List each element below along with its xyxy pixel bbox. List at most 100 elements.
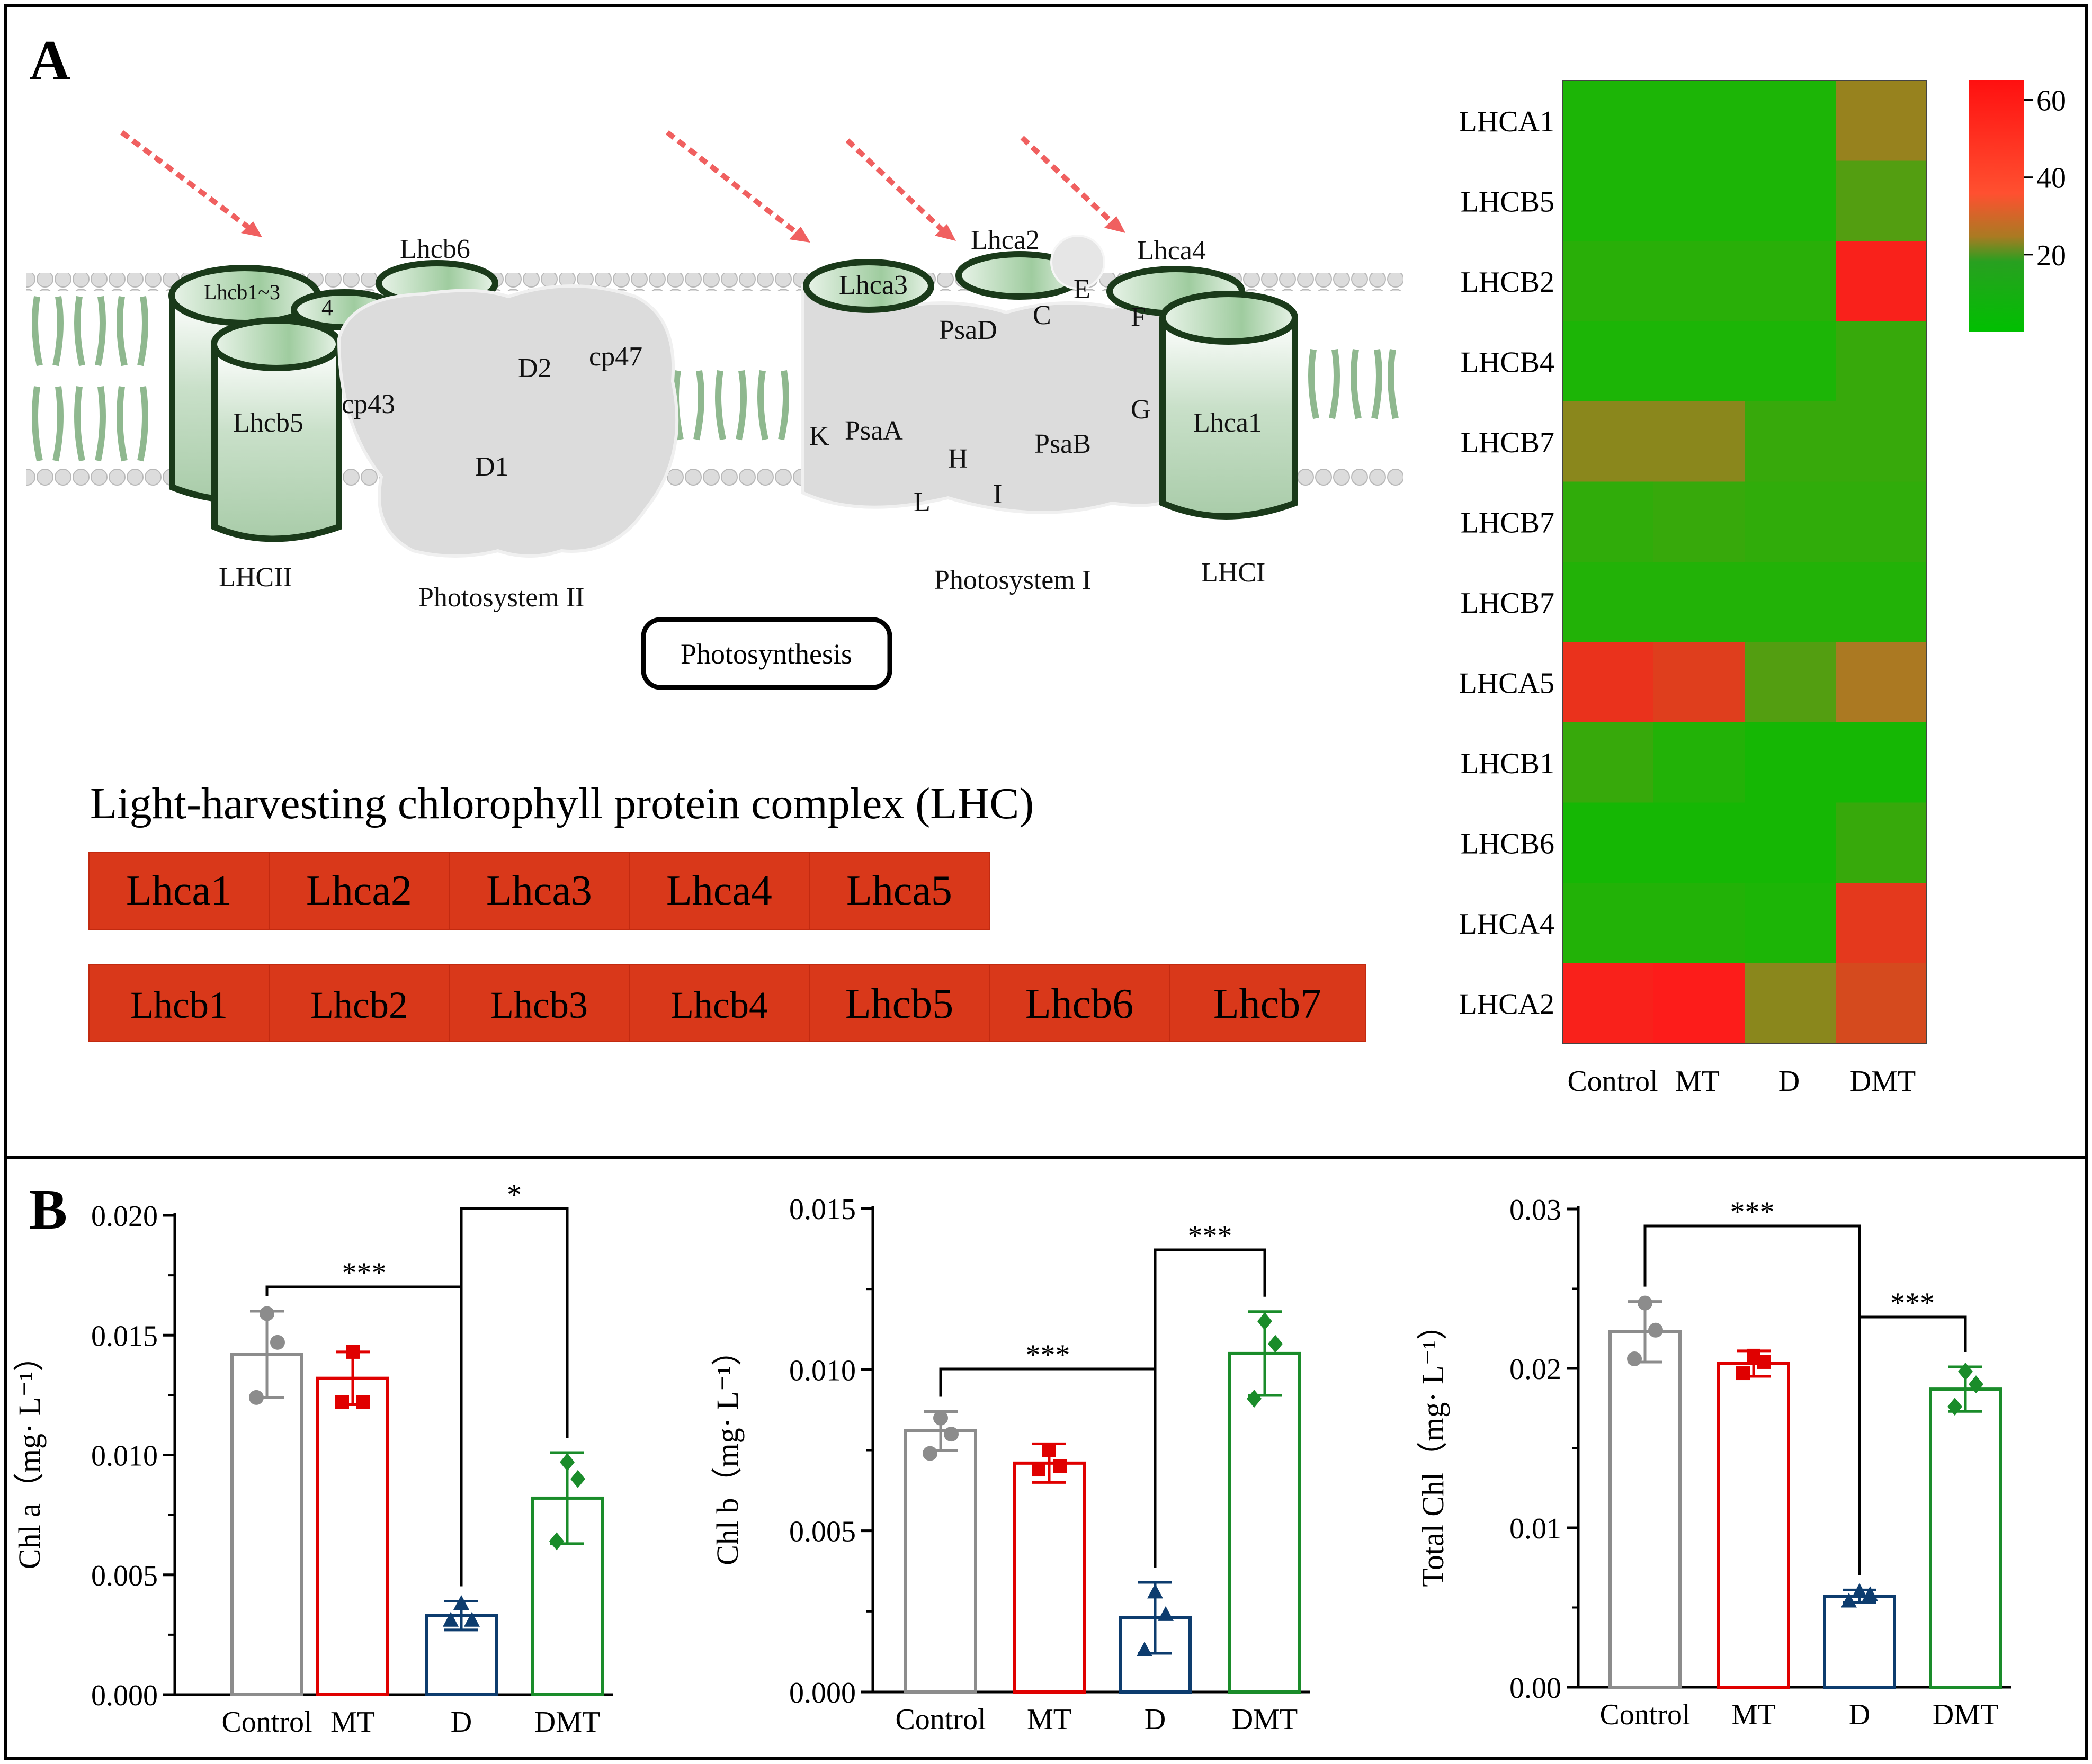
- lhca3-top: [803, 259, 934, 313]
- data-point: [1137, 1641, 1152, 1656]
- significance-bracket: [1858, 1315, 1967, 1575]
- y-tick-label: 0.03: [1509, 1194, 1561, 1226]
- light-arrow-1: [120, 130, 251, 230]
- lhca-box: [269, 852, 450, 930]
- heatmap-cell: [1653, 722, 1745, 803]
- label-lhca4: Lhca4: [1137, 236, 1206, 266]
- lhcb5-top: [211, 317, 342, 371]
- heatmap-cell: [1653, 883, 1745, 963]
- data-point: [1969, 1375, 1983, 1394]
- heatmap-cell: [1562, 481, 1654, 562]
- data-point: [335, 1395, 349, 1409]
- data-point: [923, 1446, 937, 1461]
- y-tick-label: 0.015: [91, 1320, 158, 1353]
- data-point: [1257, 1312, 1272, 1331]
- heatmap-row-label: LHCB7: [1461, 426, 1554, 459]
- panel-a: A: [26, 29, 2066, 1098]
- significance-bracket: [265, 1285, 463, 1587]
- lhca-box: [88, 852, 270, 930]
- heatmap-col-label: D: [1778, 1065, 1800, 1098]
- data-point: [464, 1611, 480, 1627]
- label-subunit-f: F: [1131, 302, 1146, 332]
- data-point: [260, 1306, 274, 1321]
- x-tick-label: DMT: [1933, 1698, 1998, 1731]
- chl-a-chart: 0.000 0.005 0.010 0.015 0.020 Chl a（mg· L⁻¹） C…: [12, 1178, 613, 1739]
- data-point: [1638, 1295, 1652, 1311]
- heatmap-cell: [1836, 642, 1927, 723]
- lhc-title: Light-harvesting chlorophyll protein com…: [90, 779, 1034, 828]
- heatmap-cell: [1836, 963, 1927, 1044]
- heatmap-cell: [1562, 562, 1654, 642]
- y-tick-label: 0.000: [789, 1677, 856, 1709]
- data-point: [1158, 1606, 1174, 1621]
- heatmap-cell: [1745, 722, 1836, 803]
- data-point: [570, 1470, 585, 1488]
- bar: [316, 1376, 389, 1696]
- heatmap-cell: [1745, 321, 1836, 402]
- data-point: [1648, 1322, 1663, 1338]
- lhcb-box-label: Lhcb3: [490, 984, 588, 1026]
- heatmap-cell: [1562, 802, 1654, 883]
- lhcb-box: [269, 964, 450, 1042]
- y-tick-label: 0.000: [91, 1679, 158, 1712]
- lhca-box-label: Lhca1: [126, 867, 232, 914]
- heatmap-cell: [1653, 160, 1745, 241]
- bar: [1013, 1461, 1086, 1694]
- heatmap: LHCA1 LHCB5 LHCB2 LHCB4 LHCB7 LHCB7 LHCB7 LHCA5…: [1459, 80, 1927, 1098]
- x-tick-label: MT: [1027, 1703, 1071, 1736]
- lhca-box-label: Lhca5: [846, 867, 952, 914]
- light-arrow-4: [1020, 136, 1114, 225]
- heatmap-cell: [1653, 321, 1745, 402]
- label-subunit-i: I: [993, 479, 1002, 509]
- heatmap-cell: [1745, 562, 1836, 642]
- y-tick-label: 0.015: [789, 1193, 856, 1226]
- heatmap-cell: [1836, 401, 1927, 482]
- psi-complex: [801, 235, 1298, 520]
- data-point: [1841, 1592, 1857, 1608]
- lhca-box-label: Lhca4: [666, 867, 772, 914]
- chl-b-chart: 0.000 0.005 0.010 0.015 Chl b（mg· L⁻¹） Contro…: [710, 1193, 1310, 1736]
- colorbar-tick-label: 60: [2036, 85, 2066, 118]
- bar: [1608, 1330, 1682, 1689]
- data-point: [453, 1595, 469, 1610]
- heatmap-cell: [1653, 802, 1745, 883]
- heatmap-cell: [1836, 883, 1927, 963]
- heatmap-cell: [1836, 562, 1927, 642]
- y-tick-label: 0.01: [1509, 1512, 1561, 1545]
- lhcb-box: [1169, 964, 1366, 1042]
- data-point: [1862, 1586, 1878, 1601]
- significance-label: ***: [1188, 1220, 1232, 1252]
- lhcb5-cylinder: [211, 344, 342, 542]
- heatmap-cell: [1562, 321, 1654, 402]
- label-d1: D1: [475, 452, 509, 482]
- label-lhcb6: Lhcb6: [400, 234, 470, 264]
- heatmap-cell: [1562, 883, 1654, 963]
- heatmap-row-label: LHCB6: [1461, 827, 1554, 860]
- data-point: [1947, 1398, 1962, 1416]
- y-tick-label: 0.00: [1509, 1672, 1561, 1705]
- heatmap-cell: [1562, 722, 1654, 803]
- x-tick-label: MT: [330, 1706, 375, 1739]
- label-subunit-k: K: [809, 421, 829, 451]
- data-point: [356, 1395, 370, 1409]
- light-arrows: [120, 130, 1114, 235]
- data-point: [560, 1453, 575, 1472]
- heatmap-row-label: LHCA4: [1459, 908, 1554, 941]
- label-lhca2: Lhca2: [971, 225, 1040, 255]
- x-tick-label: D: [1849, 1698, 1870, 1731]
- data-point: [270, 1335, 285, 1350]
- data-point: [1042, 1443, 1056, 1457]
- light-arrow-2: [665, 130, 799, 235]
- heatmap-col-label: MT: [1675, 1065, 1720, 1098]
- lhca1-cylinder: [1159, 318, 1298, 520]
- bar: [1717, 1362, 1790, 1689]
- x-tick-label: Control: [1599, 1698, 1690, 1731]
- figure-frame: [4, 4, 2088, 1760]
- heatmap-cell: [1836, 241, 1927, 321]
- heatmap-col-label: Control: [1567, 1065, 1658, 1098]
- lhca1-top: [1159, 291, 1298, 345]
- lhcb-gene-row: Lhcb1 Lhcb2 Lhcb3 Lhcb4 Lhcb5 Lhcb6 Lhcb7: [88, 964, 1366, 1042]
- heatmap-cell: [1653, 401, 1745, 482]
- data-point: [1247, 1390, 1262, 1408]
